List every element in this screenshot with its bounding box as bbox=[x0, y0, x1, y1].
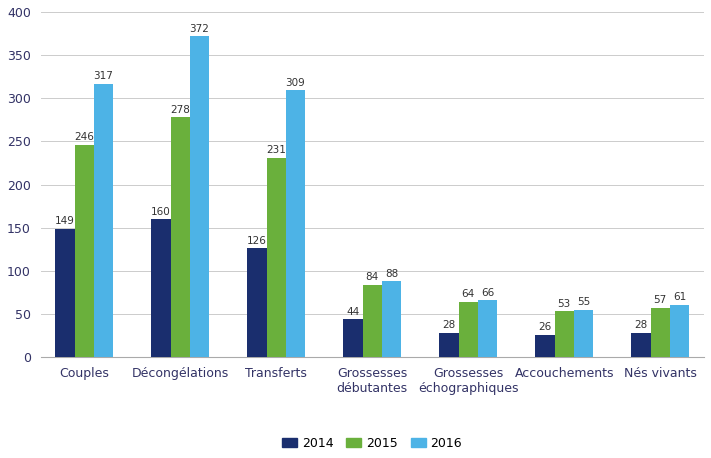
Text: 317: 317 bbox=[93, 71, 113, 81]
Text: 28: 28 bbox=[442, 321, 456, 331]
Bar bbox=[439, 333, 459, 357]
Bar bbox=[363, 285, 382, 357]
Text: 246: 246 bbox=[74, 132, 94, 142]
Text: 84: 84 bbox=[365, 272, 379, 282]
Bar bbox=[382, 281, 401, 357]
Text: 126: 126 bbox=[247, 236, 267, 246]
Legend: 2014, 2015, 2016: 2014, 2015, 2016 bbox=[277, 431, 467, 455]
Text: 66: 66 bbox=[481, 288, 494, 298]
Text: 55: 55 bbox=[577, 297, 590, 307]
Text: 53: 53 bbox=[557, 299, 571, 309]
Bar bbox=[535, 335, 555, 357]
Text: 160: 160 bbox=[151, 207, 171, 217]
Text: 44: 44 bbox=[346, 307, 360, 316]
Text: 278: 278 bbox=[170, 105, 190, 114]
Bar bbox=[670, 305, 689, 357]
Bar bbox=[459, 302, 478, 357]
Bar bbox=[478, 300, 497, 357]
Bar bbox=[267, 158, 286, 357]
Bar bbox=[55, 229, 75, 357]
Text: 231: 231 bbox=[266, 145, 286, 155]
Bar bbox=[574, 310, 593, 357]
Text: 61: 61 bbox=[673, 292, 686, 302]
Bar bbox=[343, 319, 363, 357]
Text: 26: 26 bbox=[538, 322, 552, 332]
Text: 309: 309 bbox=[286, 78, 305, 88]
Text: 64: 64 bbox=[461, 289, 475, 300]
Bar bbox=[247, 249, 267, 357]
Bar bbox=[286, 91, 305, 357]
Text: 372: 372 bbox=[189, 23, 209, 33]
Bar bbox=[171, 117, 190, 357]
Text: 88: 88 bbox=[385, 269, 398, 278]
Bar bbox=[94, 84, 113, 357]
Bar bbox=[75, 145, 94, 357]
Bar bbox=[190, 36, 209, 357]
Bar bbox=[555, 311, 574, 357]
Bar bbox=[151, 219, 171, 357]
Text: 28: 28 bbox=[634, 321, 648, 331]
Bar bbox=[651, 308, 670, 357]
Text: 57: 57 bbox=[653, 295, 667, 305]
Text: 149: 149 bbox=[55, 216, 75, 226]
Bar bbox=[631, 333, 651, 357]
